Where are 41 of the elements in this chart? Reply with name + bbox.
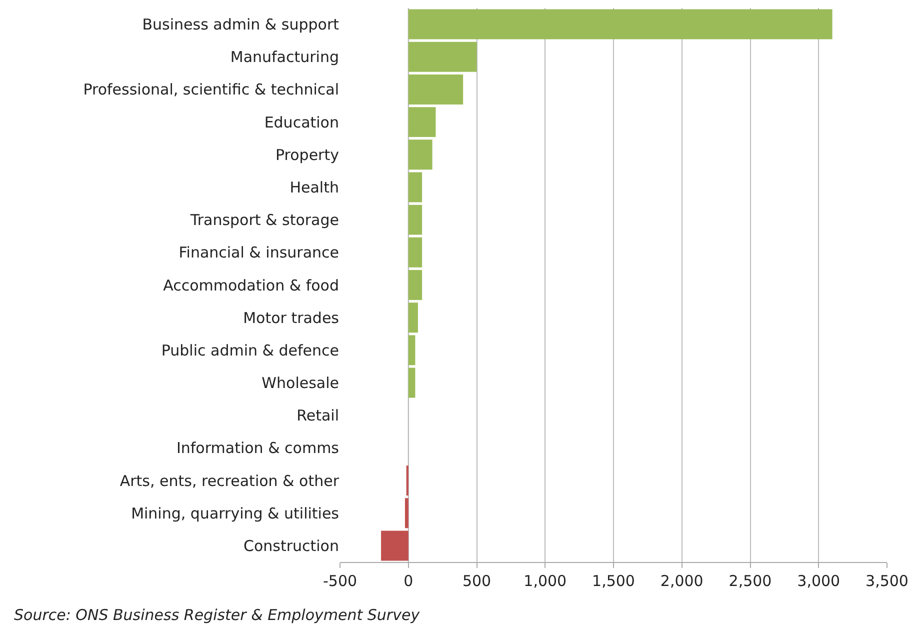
bar xyxy=(408,9,832,40)
bar xyxy=(408,74,464,104)
bar xyxy=(404,498,408,528)
y-tick-label: Information & comms xyxy=(176,439,340,458)
bar xyxy=(408,335,416,366)
y-tick-label: Retail xyxy=(296,406,339,425)
y-tick-label: Wholesale xyxy=(262,374,339,392)
x-tick-label: 500 xyxy=(462,572,492,590)
y-tick-label: Property xyxy=(276,146,340,164)
bar xyxy=(408,172,422,202)
x-tick-label: 3,000 xyxy=(797,572,840,590)
bar xyxy=(408,368,416,398)
bar xyxy=(408,302,418,333)
y-tick-label: Accommodation & food xyxy=(163,276,339,294)
source-note: Source: ONS Business Register & Employment Survey xyxy=(14,606,421,624)
bar xyxy=(381,530,408,561)
bar xyxy=(408,237,422,268)
y-tick-label: Public admin & defence xyxy=(161,341,339,360)
y-tick-label: Construction xyxy=(243,536,339,555)
bar xyxy=(408,270,422,300)
y-tick-label: Arts, ents, recreation & other xyxy=(120,472,340,490)
y-tick-label: Education xyxy=(264,113,339,132)
bar xyxy=(408,42,477,72)
y-tick-label: Financial & insurance xyxy=(178,244,339,262)
x-tick-label: 0 xyxy=(404,572,414,590)
y-tick-label: Transport & storage xyxy=(189,211,339,230)
x-tick-label: 2,000 xyxy=(660,572,704,590)
y-tick-label: Business admin & support xyxy=(142,16,340,34)
bar xyxy=(408,107,436,138)
y-tick-label: Professional, scientific & technical xyxy=(83,80,339,99)
y-tick-label: Health xyxy=(290,178,339,196)
bar xyxy=(408,140,432,170)
x-tick-label: 2,500 xyxy=(728,572,772,590)
x-tick-label: 1,500 xyxy=(592,572,635,590)
x-tick-label: -500 xyxy=(322,572,358,590)
y-tick-label: Motor trades xyxy=(243,308,340,327)
x-tick-label: 3,500 xyxy=(866,572,908,590)
bar xyxy=(408,204,422,235)
x-tick-label: 1,000 xyxy=(524,572,567,590)
y-tick-label: Manufacturing xyxy=(230,48,339,66)
y-tick-label: Mining, quarrying & utilities xyxy=(131,504,340,522)
